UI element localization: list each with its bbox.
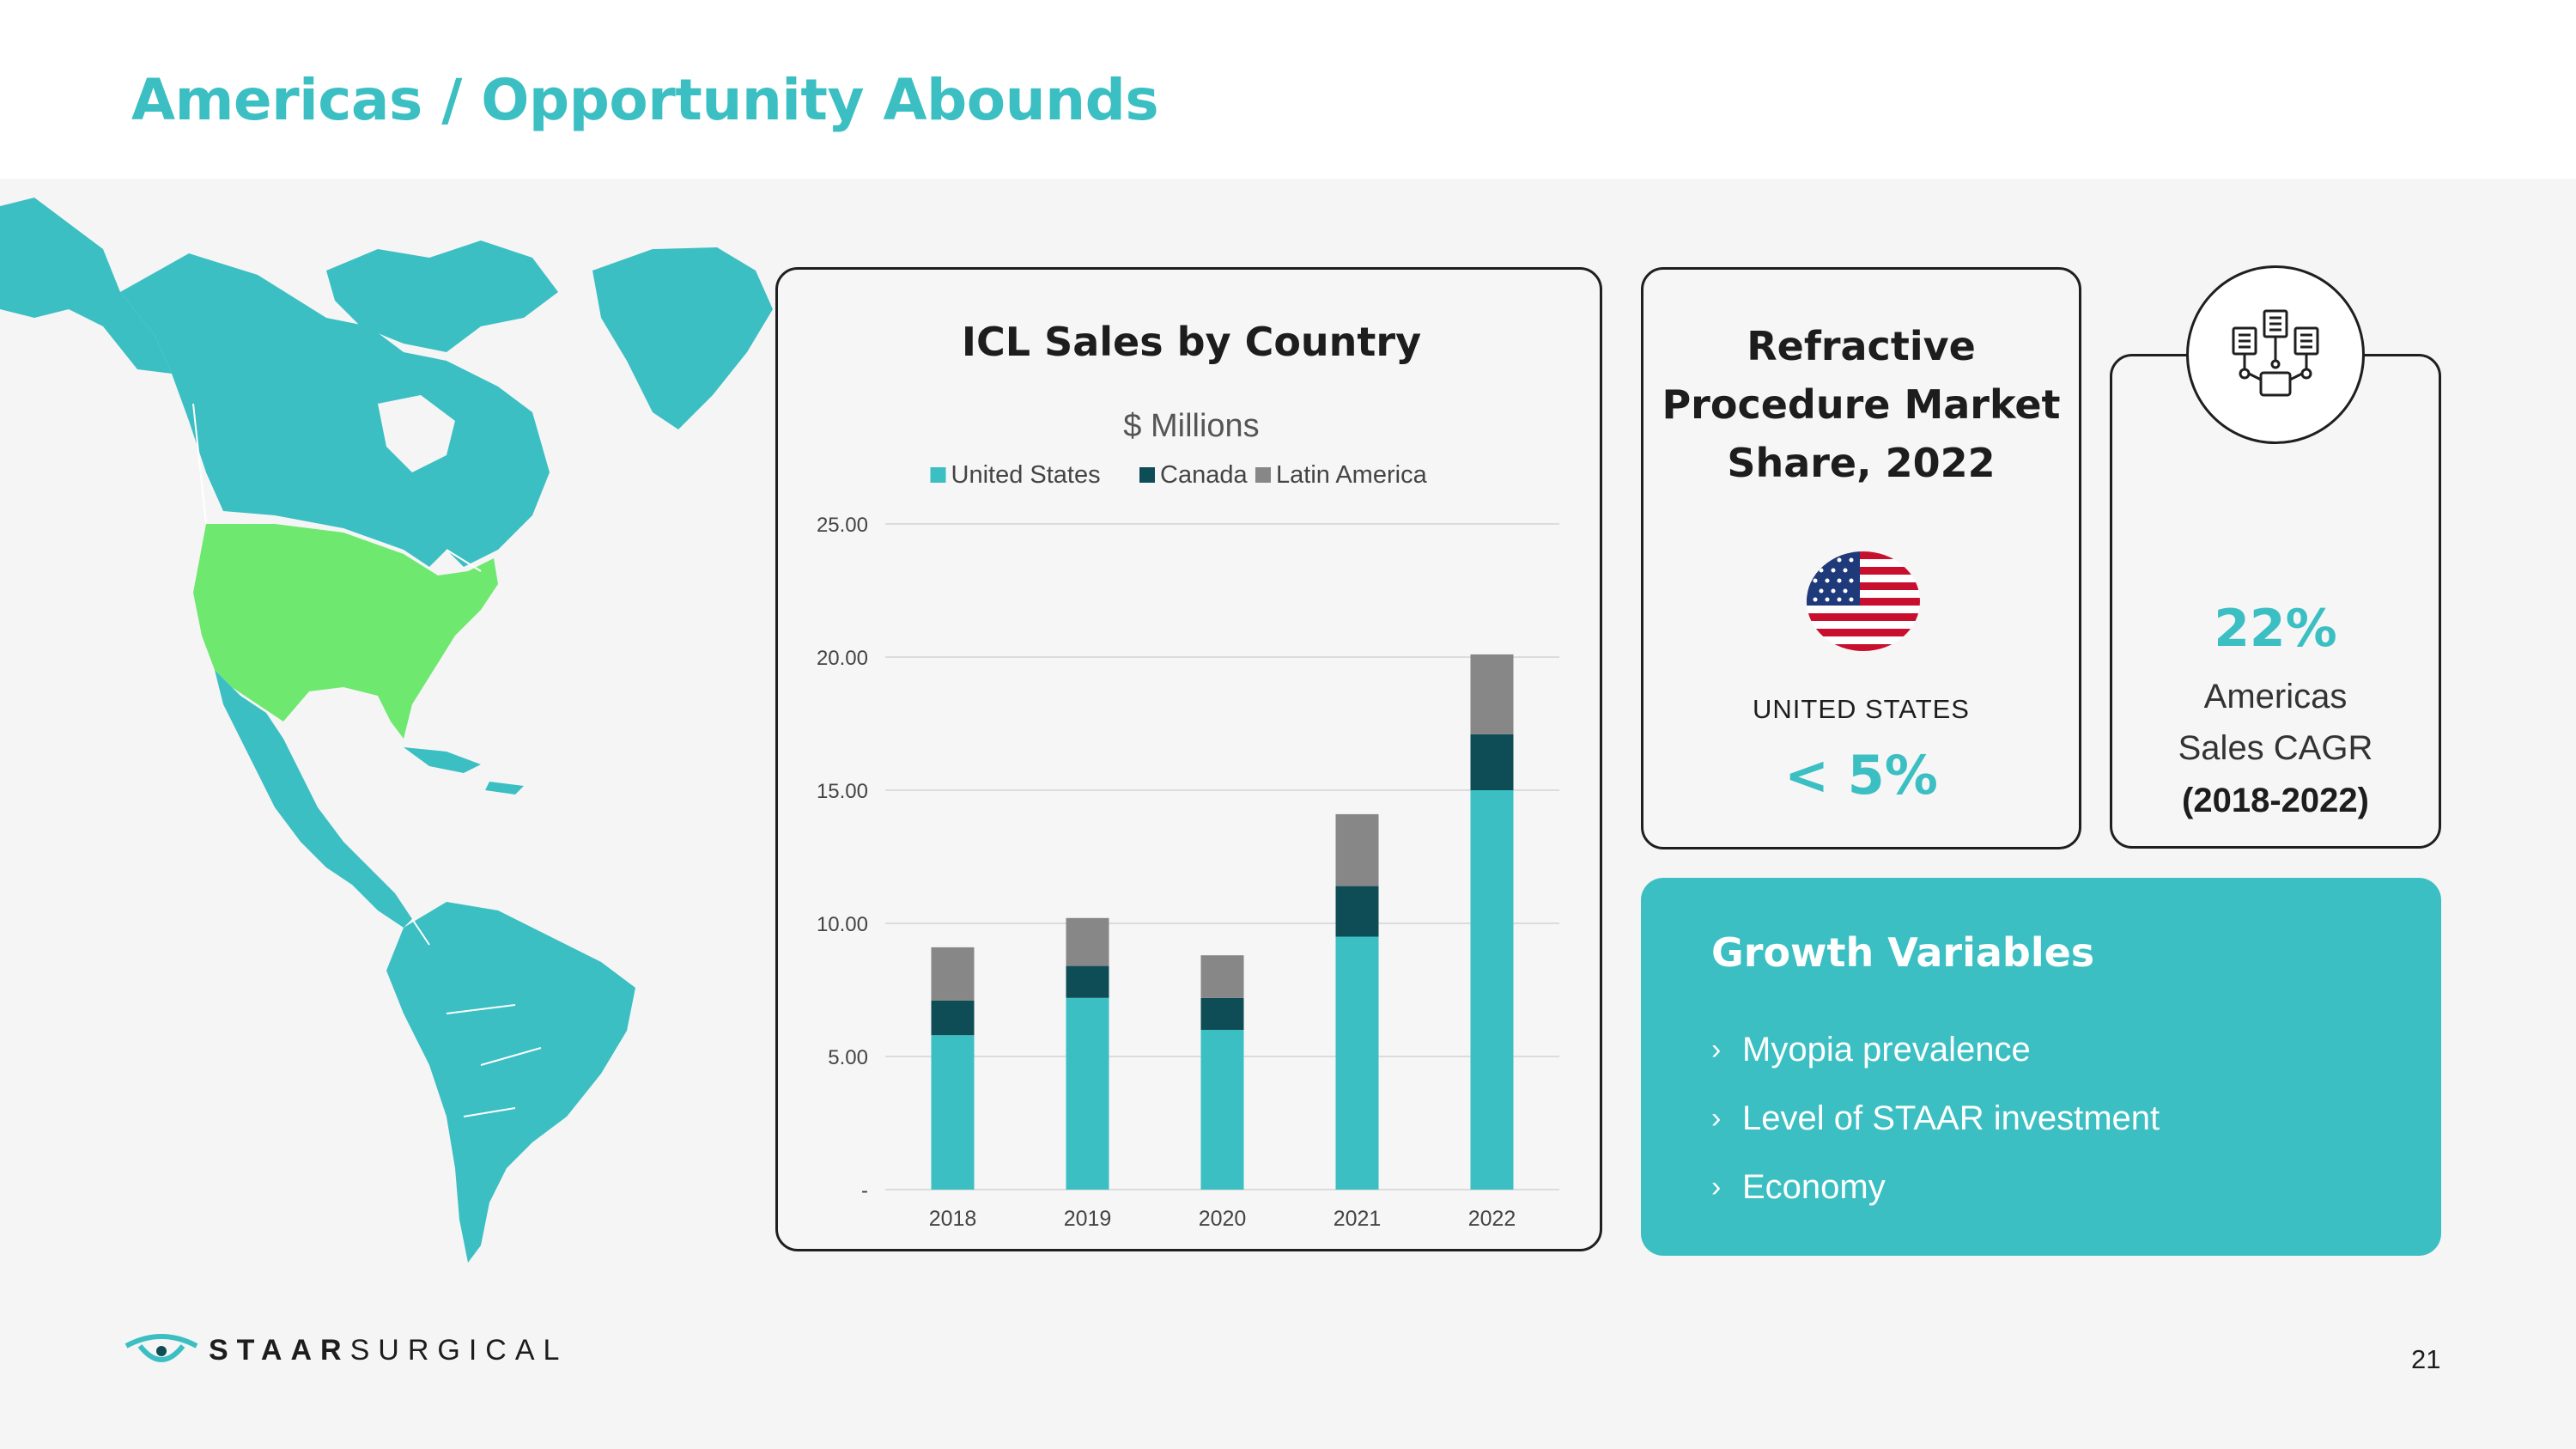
chevron-right-icon: › [1711,1170,1722,1203]
bar-segment [931,947,975,1001]
legend-label: Canada [1160,461,1248,489]
y-tick-label: 25.00 [817,514,868,537]
cagr-value: 22% [2214,599,2337,659]
chevron-right-icon: › [1711,1032,1722,1066]
cagr-period: (2018-2022) [2182,782,2369,819]
market-share-title: Refractive Procedure Market Share, 2022 [1643,317,2079,492]
x-tick-label: 2019 [1064,1207,1112,1231]
chart-title: ICL Sales by Country [962,319,1421,365]
network-documents-icon [2186,265,2365,444]
logo-text: STAARSURGICAL [209,1334,568,1367]
list-item: › Myopia prevalence [1711,1015,2160,1084]
growth-item-label: Myopia prevalence [1742,1030,2031,1068]
growth-variables-panel: Growth Variables › Myopia prevalence › Lev… [1641,878,2441,1256]
chart-card: ICL Sales by Country $ Millions United Sta… [775,267,1602,1251]
market-share-title-line: Procedure Market [1662,381,2061,428]
staar-surgical-logo: STAARSURGICAL [123,1330,568,1370]
market-share-title-line: Refractive [1747,323,1976,369]
logo-text-bold: STAAR [209,1333,350,1367]
bar-segment [1470,790,1514,1190]
market-share-value: < 5% [1784,744,1938,807]
growth-list: › Myopia prevalence › Level of STAAR inves… [1711,1015,2160,1221]
y-tick-label: 10.00 [817,913,868,936]
bar-segment [1066,917,1109,966]
eye-logo-icon [125,1334,198,1362]
bar-segment [931,1035,975,1190]
x-tick-label: 2022 [1468,1207,1516,1231]
list-item: › Economy [1711,1153,2160,1221]
legend-label: United States [951,461,1101,489]
bar-segment [931,1000,975,1036]
bar-segment [1335,813,1379,886]
icl-sales-chart: ICL Sales by Country $ Millions United Sta… [817,319,1559,1231]
map-hudson-bay [378,395,455,472]
legend-swatch [1255,467,1271,483]
bar-segment [1200,955,1244,998]
list-item: › Level of STAAR investment [1711,1084,2160,1153]
map-alaska [0,198,172,374]
y-tick-label: - [861,1179,868,1202]
legend-swatch [930,467,946,483]
americas-map [0,198,773,1263]
map-mexico [215,670,412,928]
bar-segment [1066,997,1109,1190]
growth-title: Growth Variables [1711,929,2095,976]
map-arctic-islands [326,240,558,352]
map-caribbean [404,747,524,795]
legend-swatch [1139,467,1155,483]
logo-text-light: SURGICAL [349,1333,568,1367]
page-title: Americas / Opportunity Abounds [131,67,1159,133]
us-flag-icon [1807,551,1920,651]
x-tick-label: 2020 [1199,1207,1247,1231]
chevron-right-icon: › [1711,1101,1722,1135]
market-share-country: UNITED STATES [1753,694,1970,724]
header-band [0,0,2576,179]
cagr-label-line: Sales CAGR [2178,729,2373,767]
y-tick-label: 15.00 [817,780,868,803]
y-tick-label: 5.00 [828,1046,868,1069]
x-tick-label: 2021 [1334,1207,1382,1231]
bar-segment [1470,654,1514,734]
bar-segment [1335,886,1379,937]
map-south-america [386,902,635,1263]
legend-label: Latin America [1276,461,1428,489]
bar-segment [1470,734,1514,790]
x-tick-label: 2018 [929,1207,977,1231]
chart-subtitle: $ Millions [1123,408,1259,444]
y-tick-label: 20.00 [817,647,868,670]
map-greenland [592,247,773,429]
bar-segment [1200,997,1244,1030]
bar-segment [1200,1030,1244,1190]
map-borders [192,403,542,1117]
bar-segment [1066,965,1109,998]
bar-segment [1335,936,1379,1190]
page-number: 21 [2411,1344,2441,1374]
growth-item-label: Economy [1742,1167,1886,1206]
market-share-card: Refractive Procedure Market Share, 2022 … [1641,267,2081,849]
cagr-label-line: Americas [2203,678,2348,715]
cagr-label: Americas Sales CAGR [2112,671,2439,774]
growth-item-label: Level of STAAR investment [1742,1099,2160,1137]
market-share-title-line: Share, 2022 [1727,440,1996,486]
map-united-states [193,524,498,739]
map-canada [120,253,550,567]
